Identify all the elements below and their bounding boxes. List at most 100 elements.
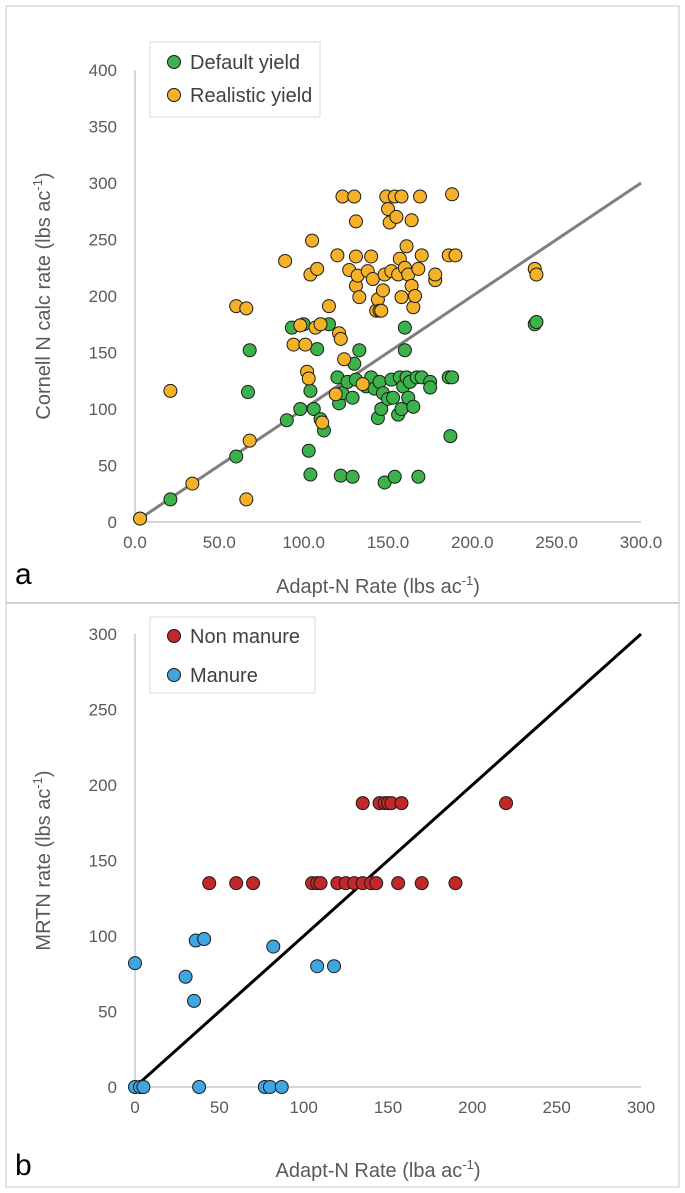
legend-box — [149, 41, 321, 118]
data-point-series1 — [352, 343, 367, 358]
y-tick-label: 250 — [89, 231, 117, 250]
y-tick-label: 200 — [89, 776, 117, 795]
x-tick-label: 0.0 — [123, 533, 147, 552]
data-point-series2 — [310, 261, 325, 276]
data-point-series1 — [369, 876, 384, 891]
data-point-series2 — [347, 189, 362, 204]
y-tick-label: 300 — [89, 174, 117, 193]
x-tick-label: 100 — [289, 1098, 317, 1117]
x-tick-label: 150 — [374, 1098, 402, 1117]
x-tick-label: 50 — [210, 1098, 229, 1117]
data-point-series2 — [389, 209, 404, 224]
x-axis-title-end: ) — [473, 576, 480, 598]
y-axis-title-superscript: -1 — [30, 179, 45, 191]
data-point-series1 — [279, 413, 294, 428]
data-point-series2 — [242, 433, 257, 448]
x-tick-label: 100.0 — [282, 533, 325, 552]
legend-label: Manure — [190, 665, 258, 687]
data-point-series2 — [364, 249, 379, 264]
x-axis-title: Adapt-N Rate (lbs ac-1) — [276, 573, 480, 598]
data-point-series1 — [448, 876, 463, 891]
y-tick-label: 100 — [89, 400, 117, 419]
data-point-series1 — [423, 380, 438, 395]
x-tick-label: 250.0 — [535, 533, 578, 552]
data-point-series1 — [310, 342, 325, 357]
data-point-series2 — [187, 993, 202, 1008]
data-point-series2 — [365, 272, 380, 287]
data-point-series2 — [128, 956, 142, 971]
x-tick-label: 200 — [458, 1098, 486, 1117]
data-point-series1 — [411, 469, 426, 484]
panel-letter: a — [15, 558, 32, 591]
data-point-series2 — [394, 189, 409, 204]
data-point-series1 — [387, 469, 402, 484]
data-point-series2 — [192, 1080, 207, 1094]
panel-b: 0 50 100 150 200 250 300 0 50 100 150 200 250 300 Non … — [15, 616, 655, 1182]
data-point-series2 — [330, 248, 345, 263]
data-point-series1 — [246, 876, 261, 891]
x-tick-label: 0 — [130, 1098, 139, 1117]
y-tick-label: 300 — [89, 625, 117, 644]
data-point-series1 — [386, 390, 401, 405]
data-point-series2 — [352, 290, 367, 305]
one-to-one-line — [134, 181, 642, 524]
y-axis-title-end: ) — [33, 770, 55, 777]
data-point-series1 — [345, 469, 360, 484]
data-point-series2 — [337, 352, 352, 367]
legend-label: Non manure — [190, 626, 300, 648]
data-point-series1 — [301, 443, 316, 458]
data-point-series2 — [414, 248, 429, 263]
data-point-series2 — [375, 283, 390, 298]
y-axis-title-end: ) — [33, 172, 55, 179]
data-point-series1 — [406, 399, 421, 414]
data-point-series1 — [443, 429, 458, 444]
legend-label: Realistic yield — [190, 85, 312, 107]
y-tick-label: 100 — [89, 927, 117, 946]
data-point-series2 — [278, 253, 293, 268]
data-point-series1 — [313, 876, 328, 891]
x-axis-title-superscript: -1 — [462, 573, 474, 588]
data-point-series2 — [274, 1080, 289, 1094]
data-point-series2 — [301, 371, 316, 386]
data-point-series1 — [345, 390, 360, 405]
data-point-series1 — [391, 876, 406, 891]
data-point-series1 — [394, 796, 409, 811]
data-point-series2 — [310, 959, 325, 974]
data-point-series2 — [239, 492, 254, 507]
data-point-series2 — [293, 318, 308, 333]
x-axis-title-end: ) — [474, 1160, 481, 1182]
data-point-series2 — [328, 387, 343, 402]
data-point-series1 — [303, 383, 318, 398]
data-point-series2 — [286, 337, 301, 352]
y-tick-label: 400 — [89, 61, 117, 80]
data-point-series2 — [348, 249, 363, 264]
data-point-series2 — [445, 187, 460, 202]
data-point-series2 — [374, 303, 389, 318]
y-axis-title-main: MRTN rate (lbs ac — [33, 789, 55, 951]
x-axis-title-main: Adapt-N Rate (lbs ac — [276, 576, 462, 598]
y-tick-label: 350 — [89, 118, 117, 137]
y-axis-title-superscript: -1 — [30, 777, 45, 789]
data-point-series1 — [163, 492, 178, 507]
y-tick-label: 0 — [108, 513, 117, 532]
x-tick-label: 300.0 — [620, 533, 663, 552]
y-tick-label: 0 — [108, 1078, 117, 1097]
data-point-series2 — [321, 299, 336, 314]
y-tick-label: 250 — [89, 701, 117, 720]
data-point-series2 — [163, 383, 178, 398]
data-point-series2 — [428, 267, 443, 282]
data-point-series1 — [499, 796, 514, 811]
data-point-series2 — [348, 214, 363, 229]
data-point-series2 — [335, 189, 350, 204]
legend-label: Default yield — [190, 52, 300, 74]
data-point-series1 — [394, 402, 409, 416]
panel-letter: b — [15, 1149, 32, 1182]
data-point-series1 — [202, 876, 217, 891]
data-point-series2 — [407, 289, 422, 303]
y-axis-title: MRTN rate (lbs ac-1) — [30, 770, 55, 950]
data-point-series1 — [241, 385, 256, 400]
y-axis-title: Cornell N calc rate (lbs ac-1) — [30, 172, 55, 419]
y-tick-label: 50 — [98, 457, 117, 476]
x-tick-label: 150.0 — [367, 533, 410, 552]
data-point-series1 — [293, 402, 308, 416]
